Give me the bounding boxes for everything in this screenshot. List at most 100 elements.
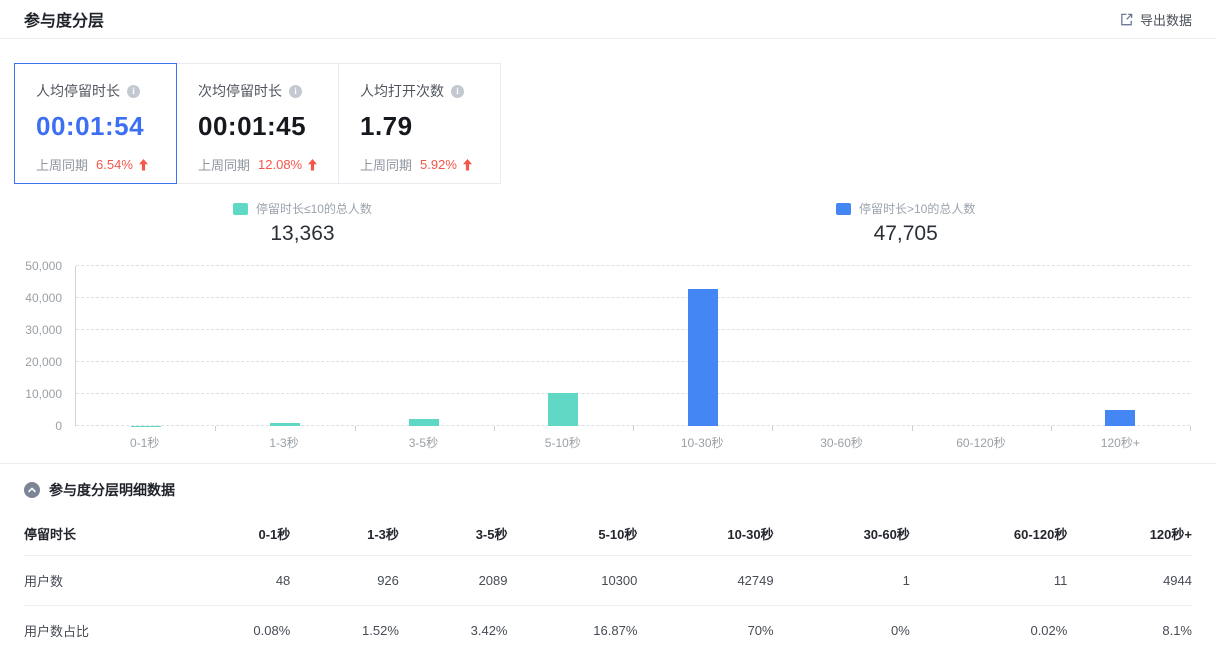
table-cell: 8.1%	[1162, 623, 1192, 638]
legend-swatch-blue	[836, 202, 851, 215]
compare-label: 上周同期	[198, 158, 251, 173]
stat-card-value: 00:01:54	[36, 111, 145, 141]
y-tick-label: 10,000	[25, 387, 62, 401]
y-tick-label: 20,000	[25, 355, 62, 369]
table-cell: 10300	[601, 573, 638, 588]
stat-card-avg-stay-per-session[interactable]: 次均停留时长 00:01:45 上周同期 12.08%	[176, 63, 339, 184]
table-cell: 16.87%	[593, 623, 638, 638]
stat-card-value: 00:01:45	[198, 111, 307, 141]
x-tick-label: 5-10秒	[544, 436, 581, 450]
bar-3-5秒	[409, 419, 440, 426]
collapse-chevron-up-icon[interactable]	[24, 482, 40, 498]
stat-card-compare: 上周同期 6.54%	[36, 155, 176, 174]
compare-value: 6.54%	[96, 157, 133, 172]
table-cell: 42749	[737, 573, 774, 588]
x-tick-label: 10-30秒	[680, 436, 724, 450]
compare-label: 上周同期	[360, 158, 413, 173]
table-header-cell: 60-120秒	[1013, 527, 1068, 542]
detail-section-title: 参与度分层明细数据	[49, 482, 175, 498]
x-axis-tick	[1050, 426, 1052, 431]
table-header-cell: 120秒+	[1149, 527, 1192, 542]
row-label: 用户数	[24, 574, 64, 589]
bar-1-3秒	[269, 423, 300, 426]
bar-10-30秒	[687, 289, 718, 426]
stat-card-label: 人均打开次数	[360, 83, 444, 99]
export-icon	[1119, 12, 1134, 27]
stat-card-label: 人均停留时长	[36, 83, 120, 99]
table-header-cell: 3-5秒	[475, 527, 508, 542]
row-label: 用户数占比	[24, 624, 90, 639]
table-row: 用户数占比 0.08% 1.52% 3.42% 16.87% 70% 0% 0.02% 8.1%	[24, 606, 1192, 654]
bar-5-10秒	[548, 393, 579, 426]
legend-label: 停留时长>10的总人数	[859, 202, 976, 216]
table-cell: 48	[275, 573, 291, 588]
table-cell: 0.02%	[1030, 623, 1068, 638]
table-header-duration: 停留时长	[24, 527, 77, 542]
y-tick-label: 0	[55, 419, 62, 433]
table-cell: 1.52%	[362, 623, 399, 638]
x-tick-label: 120秒+	[1100, 436, 1140, 450]
legend-item-stay-lte-10[interactable]: 停留时长≤10的总人数 13,363	[233, 200, 372, 246]
table-cell: 2089	[478, 573, 508, 588]
x-axis-tick	[911, 426, 913, 431]
table-cell: 0.08%	[253, 623, 291, 638]
table-cell: 70%	[747, 623, 774, 638]
x-tick-label: 3-5秒	[408, 436, 439, 450]
bar-120秒+	[1105, 410, 1136, 426]
export-data-label: 导出数据	[1139, 12, 1192, 28]
table-row: 用户数 48 926 2089 10300 42749 1 11 4944	[24, 556, 1192, 606]
table-cell: 0%	[891, 623, 910, 638]
info-icon[interactable]	[451, 84, 464, 98]
detail-section: 参与度分层明细数据 停留时长 0-1秒 1-3秒 3-5秒 5-10秒 10-30秒 30-…	[0, 463, 1216, 654]
table-header-cell: 1-3秒	[367, 527, 399, 542]
x-axis-tick	[215, 426, 217, 431]
legend-swatch-teal	[233, 202, 248, 215]
x-axis-tick	[772, 426, 774, 431]
stat-card-compare: 上周同期 5.92%	[360, 155, 500, 174]
chart-plot	[75, 265, 1191, 431]
x-axis-tick	[493, 426, 495, 431]
legend-total: 47,705	[873, 222, 938, 245]
detail-section-header: 参与度分层明细数据	[24, 464, 1192, 513]
stat-card-avg-stay-per-user[interactable]: 人均停留时长 00:01:54 上周同期 6.54%	[14, 63, 177, 184]
trend-up-icon	[138, 158, 149, 171]
legend-label: 停留时长≤10的总人数	[256, 202, 372, 216]
x-axis-labels: 0-1秒 1-3秒 3-5秒 5-10秒 10-30秒 30-60秒 60-120秒 120秒…	[75, 434, 1190, 451]
gridline	[76, 265, 1190, 266]
legend-item-stay-gt-10[interactable]: 停留时长>10的总人数 47,705	[836, 200, 975, 246]
stat-card-compare: 上周同期 12.08%	[198, 155, 338, 174]
stat-card-label: 次均停留时长	[198, 83, 282, 99]
table-cell: 4944	[1163, 573, 1192, 588]
gridline	[76, 361, 1190, 362]
info-icon[interactable]	[289, 84, 302, 98]
bar-chart: 停留时长≤10的总人数 13,363 停留时长>10的总人数 47,705 0 1…	[0, 184, 1216, 450]
y-tick-label: 30,000	[25, 323, 62, 337]
table-cell: 926	[377, 573, 399, 588]
compare-value: 12.08%	[258, 157, 303, 172]
export-data-button[interactable]: 导出数据	[1119, 10, 1192, 29]
table-cell: 3.42%	[470, 623, 508, 638]
x-tick-label: 30-60秒	[820, 436, 863, 450]
panel-header: 参与度分层 导出数据	[0, 0, 1216, 39]
detail-table: 停留时长 0-1秒 1-3秒 3-5秒 5-10秒 10-30秒 30-60秒 60-120秒…	[24, 513, 1192, 654]
stat-card-value: 1.79	[360, 111, 413, 141]
compare-value: 5.92%	[420, 157, 457, 172]
table-cell: 1	[902, 573, 910, 588]
trend-up-icon	[307, 158, 318, 171]
info-icon[interactable]	[127, 84, 140, 98]
stat-card-avg-open-count[interactable]: 人均打开次数 1.79 上周同期 5.92%	[338, 63, 501, 184]
x-tick-label: 0-1秒	[130, 436, 160, 450]
compare-label: 上周同期	[36, 158, 89, 173]
table-header-cell: 10-30秒	[727, 527, 774, 542]
table-header-cell: 0-1秒	[258, 527, 291, 542]
x-axis-tick	[633, 426, 634, 431]
x-axis-tick	[1190, 426, 1191, 431]
x-tick-label: 1-3秒	[269, 436, 299, 450]
page-title: 参与度分层	[24, 13, 105, 30]
gridline	[76, 425, 1190, 426]
gridline	[76, 393, 1190, 394]
y-tick-label: 40,000	[25, 291, 62, 305]
trend-up-icon	[462, 158, 473, 171]
table-header-cell: 30-60秒	[863, 527, 910, 542]
